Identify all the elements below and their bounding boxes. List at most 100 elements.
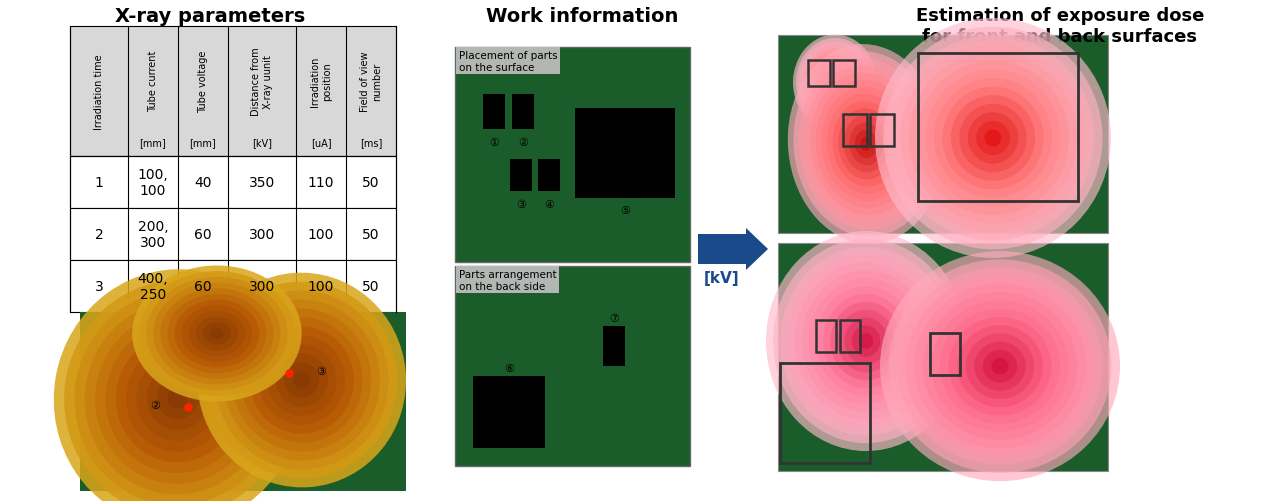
Ellipse shape [889,260,1112,473]
Ellipse shape [859,334,873,349]
Bar [538,160,560,192]
Ellipse shape [146,277,288,390]
Bar [778,36,1108,233]
Ellipse shape [909,53,1077,224]
Bar [930,334,960,375]
Ellipse shape [851,326,881,357]
Bar [455,48,690,263]
Ellipse shape [832,102,900,187]
Text: 3: 3 [95,280,104,294]
Ellipse shape [940,309,1061,424]
Ellipse shape [949,317,1052,415]
Ellipse shape [181,306,252,362]
Bar [844,115,867,147]
Ellipse shape [175,300,259,368]
Text: Work information: Work information [487,7,679,26]
Ellipse shape [773,239,959,443]
Ellipse shape [195,317,238,351]
Ellipse shape [985,130,1002,147]
Bar [840,321,860,353]
Ellipse shape [844,116,889,173]
Ellipse shape [982,350,1017,383]
Bar [71,27,395,157]
Text: ④: ④ [544,200,553,209]
Text: [mm]: [mm] [140,138,167,148]
Ellipse shape [276,354,327,407]
Text: ③: ③ [516,200,526,209]
Ellipse shape [957,325,1043,407]
Ellipse shape [874,19,1111,259]
Bar [71,157,395,208]
Text: 200,
300: 200, 300 [137,219,168,249]
Text: ③: ③ [316,366,326,376]
Ellipse shape [832,80,838,87]
Ellipse shape [815,81,917,209]
Ellipse shape [167,387,189,409]
Text: 50: 50 [362,280,380,294]
Ellipse shape [923,293,1077,440]
Bar [871,115,894,147]
Text: Tube current: Tube current [148,51,158,112]
Ellipse shape [794,36,877,131]
Ellipse shape [267,345,336,416]
Ellipse shape [900,45,1086,233]
Bar [603,326,625,366]
Ellipse shape [838,109,894,180]
Text: Irradiation
position: Irradiation position [311,56,331,107]
Ellipse shape [975,342,1026,391]
Ellipse shape [805,66,927,223]
Text: [uA]: [uA] [311,138,331,148]
Ellipse shape [787,255,945,428]
Text: Estimation of exposure dose
for front and back surfaces: Estimation of exposure dose for front an… [915,7,1204,46]
Ellipse shape [795,263,937,420]
Bar [808,61,829,87]
Ellipse shape [198,273,406,487]
Ellipse shape [817,63,853,104]
Text: ⑥: ⑥ [505,363,514,373]
Bar [455,267,690,466]
Bar [71,208,395,261]
Bar [510,160,532,192]
Text: 50: 50 [362,227,380,241]
Ellipse shape [64,281,291,501]
Text: 110: 110 [308,176,334,189]
Ellipse shape [214,291,389,469]
Ellipse shape [205,282,397,478]
Text: 1: 1 [95,176,104,189]
Ellipse shape [85,302,271,494]
Text: 300: 300 [249,227,275,241]
Bar [483,95,505,129]
Ellipse shape [860,137,872,152]
Ellipse shape [845,318,887,365]
Ellipse shape [823,70,847,97]
Text: ②: ② [150,400,160,410]
Ellipse shape [799,59,933,230]
Ellipse shape [284,362,318,398]
Ellipse shape [160,289,273,379]
Ellipse shape [849,123,883,166]
Ellipse shape [146,366,209,430]
Ellipse shape [968,113,1018,164]
Text: Placement of parts
on the surface: Placement of parts on the surface [458,51,557,73]
Text: ②: ② [517,137,528,147]
Ellipse shape [959,105,1027,173]
Ellipse shape [116,334,240,462]
Ellipse shape [905,276,1094,456]
Text: 60: 60 [194,280,212,294]
Text: Irradiation time: Irradiation time [94,54,104,130]
Text: 100,
100: 100, 100 [137,167,168,198]
Ellipse shape [991,358,1008,375]
Ellipse shape [823,294,909,388]
Ellipse shape [933,79,1052,198]
Ellipse shape [976,122,1009,156]
Text: 60: 60 [194,227,212,241]
Ellipse shape [951,96,1035,181]
Ellipse shape [914,285,1086,448]
Ellipse shape [942,87,1044,190]
Ellipse shape [837,310,895,373]
Bar [833,61,855,87]
Ellipse shape [801,271,931,412]
Bar [779,363,871,463]
Text: ⑤: ⑤ [620,206,630,216]
Ellipse shape [829,77,841,90]
